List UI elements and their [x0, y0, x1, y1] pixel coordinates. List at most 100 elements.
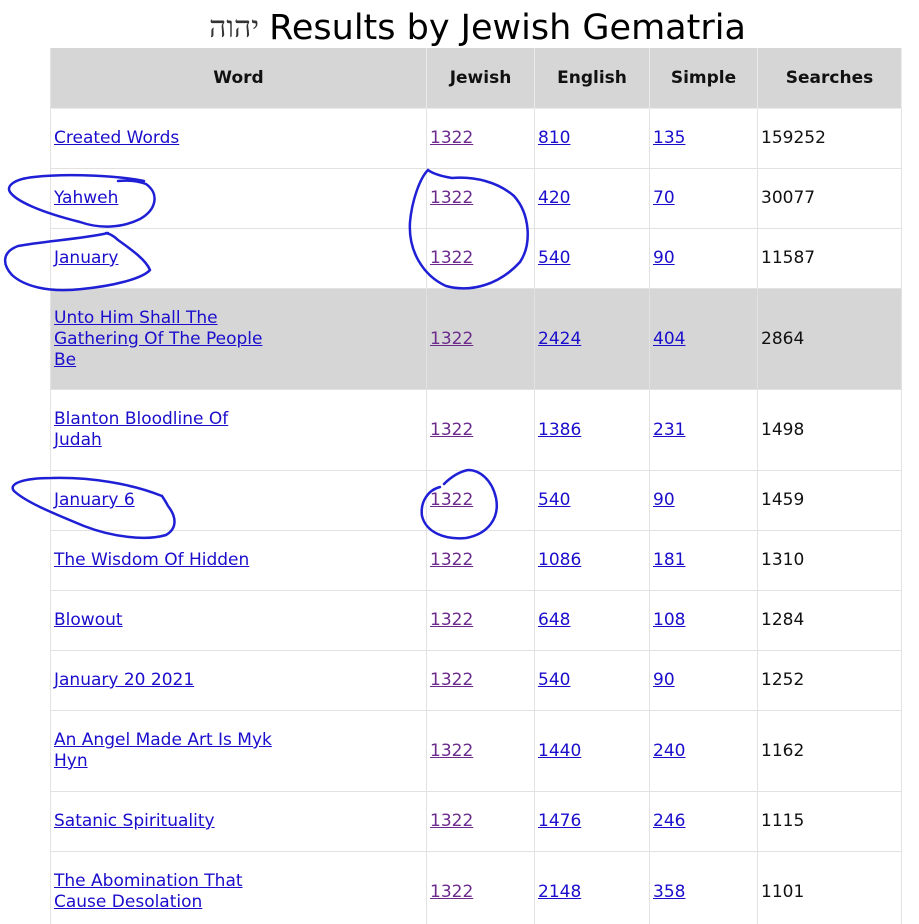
simple-value-link[interactable]: 90	[653, 670, 675, 690]
english-cell: 540	[534, 228, 650, 289]
simple-cell: 240	[649, 710, 758, 792]
jewish-value-link[interactable]: 1322	[430, 128, 474, 148]
searches-cell: 1101	[757, 851, 902, 924]
table-row: January 1322 540 90 11587	[50, 228, 902, 289]
jewish-cell: 1322	[426, 228, 535, 289]
simple-cell: 135	[649, 108, 758, 169]
word-link[interactable]: January 6	[54, 490, 135, 510]
searches-cell: 1284	[757, 590, 902, 651]
word-cell: Created Words	[50, 108, 427, 169]
english-cell: 1386	[534, 389, 650, 471]
jewish-value-link[interactable]: 1322	[430, 610, 474, 630]
jewish-value-link[interactable]: 1322	[430, 811, 474, 831]
jewish-value-link[interactable]: 1322	[430, 490, 474, 510]
column-header-english[interactable]: English	[534, 48, 650, 109]
word-link[interactable]: The Wisdom Of Hidden	[54, 550, 250, 570]
jewish-value-link[interactable]: 1322	[430, 670, 474, 690]
simple-value-link[interactable]: 135	[653, 128, 686, 148]
english-cell: 1440	[534, 710, 650, 792]
column-header-word[interactable]: Word	[50, 48, 427, 109]
jewish-cell: 1322	[426, 530, 535, 591]
searches-cell: 11587	[757, 228, 902, 289]
jewish-cell: 1322	[426, 851, 535, 924]
english-value-link[interactable]: 540	[538, 670, 571, 690]
word-link[interactable]: Created Words	[54, 128, 180, 148]
jewish-cell: 1322	[426, 791, 535, 852]
word-link[interactable]: The Abomination That Cause Desolation	[54, 871, 243, 912]
english-value-link[interactable]: 810	[538, 128, 571, 148]
simple-cell: 90	[649, 470, 758, 531]
simple-value-link[interactable]: 90	[653, 248, 675, 268]
searches-cell: 159252	[757, 108, 902, 169]
jewish-cell: 1322	[426, 710, 535, 792]
simple-value-link[interactable]: 231	[653, 419, 686, 440]
english-value-link[interactable]: 1086	[538, 550, 582, 570]
page-title: יהוה Results by Jewish Gematria	[0, 6, 919, 50]
english-value-link[interactable]: 540	[538, 490, 571, 510]
english-cell: 540	[534, 650, 650, 711]
word-link[interactable]: An Angel Made Art Is Myk Hyn	[54, 730, 272, 771]
english-value-link[interactable]: 540	[538, 248, 571, 268]
word-cell: January	[50, 228, 427, 289]
jewish-value-link[interactable]: 1322	[430, 881, 474, 902]
jewish-value-link[interactable]: 1322	[430, 328, 474, 349]
english-value-link[interactable]: 1440	[538, 740, 582, 761]
english-value-link[interactable]: 1476	[538, 811, 582, 831]
column-header-searches[interactable]: Searches	[757, 48, 902, 109]
english-cell: 540	[534, 470, 650, 531]
jewish-value-link[interactable]: 1322	[430, 419, 474, 440]
english-value-link[interactable]: 648	[538, 610, 571, 630]
english-cell: 1476	[534, 791, 650, 852]
simple-value-link[interactable]: 246	[653, 811, 686, 831]
table-row: Unto Him Shall The Gathering Of The Peop…	[50, 288, 902, 390]
word-link[interactable]: January 20 2021	[54, 670, 195, 690]
word-cell: January 6	[50, 470, 427, 531]
word-link[interactable]: January	[54, 248, 119, 268]
english-cell: 2148	[534, 851, 650, 924]
jewish-value-link[interactable]: 1322	[430, 188, 474, 208]
jewish-cell: 1322	[426, 590, 535, 651]
word-cell: The Abomination That Cause Desolation	[50, 851, 427, 924]
word-link[interactable]: Satanic Spirituality	[54, 811, 215, 831]
table-row: January 6 1322 540 90 1459	[50, 470, 902, 531]
simple-cell: 108	[649, 590, 758, 651]
word-cell: The Wisdom Of Hidden	[50, 530, 427, 591]
english-value-link[interactable]: 2424	[538, 328, 582, 349]
word-link[interactable]: Blanton Bloodline Of Judah	[54, 409, 229, 450]
simple-cell: 181	[649, 530, 758, 591]
page-title-text: Results by Jewish Gematria	[269, 8, 746, 48]
word-cell: Blanton Bloodline Of Judah	[50, 389, 427, 471]
word-cell: Satanic Spirituality	[50, 791, 427, 852]
simple-value-link[interactable]: 358	[653, 881, 686, 902]
word-link[interactable]: Yahweh	[54, 188, 119, 208]
simple-value-link[interactable]: 181	[653, 550, 686, 570]
simple-value-link[interactable]: 108	[653, 610, 686, 630]
simple-cell: 246	[649, 791, 758, 852]
column-header-simple[interactable]: Simple	[649, 48, 758, 109]
english-cell: 810	[534, 108, 650, 169]
jewish-value-link[interactable]: 1322	[430, 740, 474, 761]
simple-value-link[interactable]: 90	[653, 490, 675, 510]
jewish-value-link[interactable]: 1322	[430, 550, 474, 570]
english-cell: 648	[534, 590, 650, 651]
word-link[interactable]: Blowout	[54, 610, 123, 630]
english-value-link[interactable]: 2148	[538, 881, 582, 902]
column-header-jewish[interactable]: Jewish	[426, 48, 535, 109]
simple-value-link[interactable]: 240	[653, 740, 686, 761]
simple-value-link[interactable]: 70	[653, 188, 675, 208]
simple-cell: 231	[649, 389, 758, 471]
searches-cell: 2864	[757, 288, 902, 390]
jewish-value-link[interactable]: 1322	[430, 248, 474, 268]
jewish-cell: 1322	[426, 108, 535, 169]
word-link[interactable]: Unto Him Shall The Gathering Of The Peop…	[54, 307, 263, 370]
simple-cell: 90	[649, 650, 758, 711]
english-value-link[interactable]: 420	[538, 188, 571, 208]
english-cell: 420	[534, 168, 650, 229]
searches-cell: 1459	[757, 470, 902, 531]
english-value-link[interactable]: 1386	[538, 419, 582, 440]
table-row: January 20 2021 1322 540 90 1252	[50, 650, 902, 711]
jewish-cell: 1322	[426, 470, 535, 531]
english-cell: 2424	[534, 288, 650, 390]
simple-value-link[interactable]: 404	[653, 328, 686, 349]
